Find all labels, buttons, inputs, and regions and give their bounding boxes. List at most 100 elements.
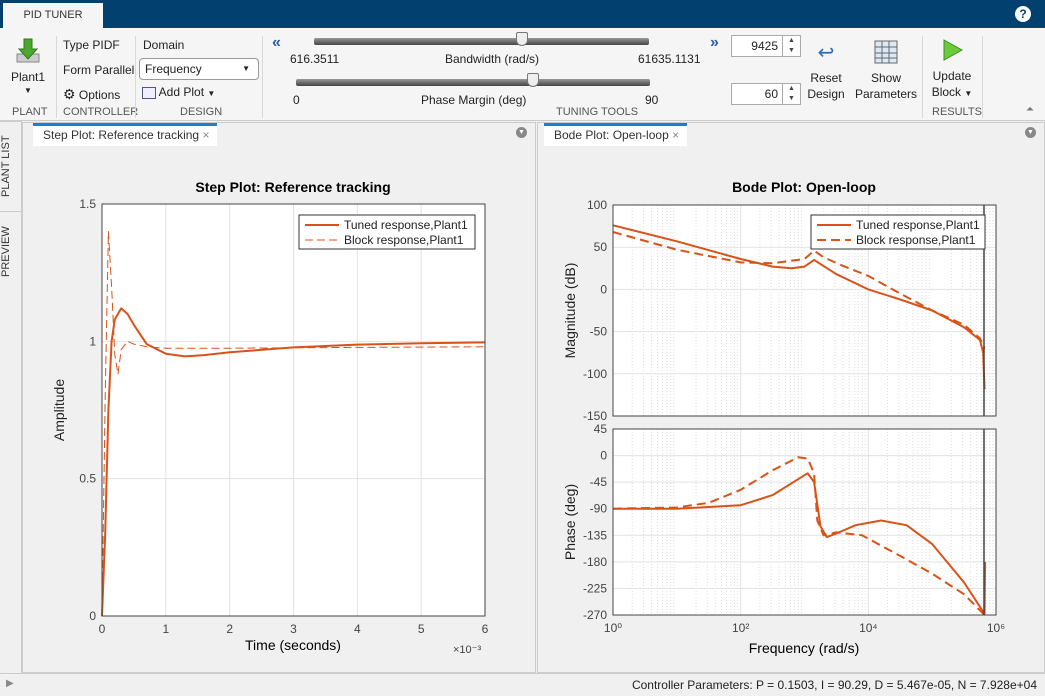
side-tab-bar: PLANT LIST PREVIEW xyxy=(0,121,22,673)
undo-icon: ↩ xyxy=(817,42,835,64)
close-icon[interactable]: × xyxy=(672,128,680,142)
phase-min: 0 xyxy=(293,93,300,107)
legend-entry: Block response,Plant1 xyxy=(344,233,464,247)
domain-value: Frequency xyxy=(145,62,202,76)
spinner-arrows[interactable]: ▲ ▼ xyxy=(782,36,800,56)
group-label-controller: CONTROLLER xyxy=(63,106,139,118)
x-tick-label: 10⁶ xyxy=(987,621,1005,635)
collapse-toolstrip-icon[interactable]: ⏶ xyxy=(1026,104,1034,115)
x-tick-label: 10⁴ xyxy=(859,621,878,635)
toolstrip: Plant1 ▼ PLANT Type PIDF Form Parallel ⚙… xyxy=(0,28,1045,121)
help-icon[interactable]: ? xyxy=(1015,6,1031,22)
x-axis-multiplier: ×10⁻³ xyxy=(453,644,481,656)
bode-plot-chart: Bode Plot: Open-loop -150 -100 -50 0 50 100 Mag… xyxy=(562,179,1005,656)
phase-margin-input[interactable]: 60 ▲ ▼ xyxy=(731,83,801,105)
add-plot-label: Add Plot xyxy=(158,85,205,99)
reset-label-2: Design xyxy=(807,87,845,101)
x-tick-label: 3 xyxy=(290,622,297,636)
faster-button[interactable]: » xyxy=(710,34,719,51)
axes-box xyxy=(612,204,997,417)
phase-margin-slider-thumb[interactable] xyxy=(527,73,539,87)
chevron-down-icon: ▼ xyxy=(24,86,32,95)
x-tick-label: 4 xyxy=(354,622,361,636)
options-button[interactable]: ⚙ Options xyxy=(63,86,120,103)
add-plot-button[interactable]: Add Plot ▼ xyxy=(142,85,215,99)
y-tick-label: 45 xyxy=(594,422,608,436)
step-plot-chart: Step Plot: Reference tracking 0 1 2 3 4 5 6 0 0.5… xyxy=(51,179,489,656)
table-icon xyxy=(874,40,898,64)
y-tick-label: 1.5 xyxy=(79,197,96,211)
bandwidth-input[interactable]: 9425 ▲ ▼ xyxy=(731,35,801,57)
series-line-block xyxy=(612,456,986,616)
x-axis-label: Frequency (rad/s) xyxy=(749,640,859,656)
chart-title: Bode Plot: Open-loop xyxy=(732,179,876,195)
bandwidth-min: 616.3511 xyxy=(290,52,340,66)
gear-icon: ⚙ xyxy=(63,86,76,102)
close-icon[interactable]: × xyxy=(202,128,210,142)
y-axis-label: Amplitude xyxy=(51,379,67,441)
x-tick-label: 10⁰ xyxy=(604,621,622,635)
legend-entry: Tuned response,Plant1 xyxy=(856,218,980,232)
y-tick-label: -270 xyxy=(583,608,607,622)
bandwidth-value: 9425 xyxy=(751,39,778,53)
type-button[interactable]: Type PIDF xyxy=(63,38,120,52)
tab-bode-plot[interactable]: Bode Plot: Open-loop × xyxy=(544,123,688,146)
update-block-button[interactable]: Update Block ▼ xyxy=(928,38,976,99)
x-tick-label: 0 xyxy=(99,622,106,636)
show-parameters-button[interactable]: Show Parameters xyxy=(855,40,917,101)
y-tick-label: -100 xyxy=(583,367,607,381)
y-tick-label: 50 xyxy=(594,240,608,254)
add-plot-icon xyxy=(142,86,156,99)
tab-label: Bode Plot: Open-loop xyxy=(554,128,669,142)
tab-step-plot[interactable]: Step Plot: Reference tracking × xyxy=(33,123,218,146)
x-tick-label: 10² xyxy=(732,621,749,635)
update-label-1: Update xyxy=(932,69,972,83)
legend-entry: Tuned response,Plant1 xyxy=(344,218,468,232)
group-label-plant: PLANT xyxy=(12,106,48,118)
slower-button[interactable]: « xyxy=(272,34,281,51)
axes-box xyxy=(612,428,997,616)
legend-entry: Block response,Plant1 xyxy=(856,233,976,247)
phase-margin-slider[interactable] xyxy=(296,79,650,86)
reset-design-button[interactable]: ↩ Reset Design xyxy=(804,40,848,101)
spinner-arrows[interactable]: ▲ ▼ xyxy=(782,84,800,104)
domain-label: Domain xyxy=(143,38,185,52)
y-tick-label: 100 xyxy=(587,198,607,212)
bandwidth-slider-thumb[interactable] xyxy=(516,32,528,46)
bode-plot-panel: Bode Plot: Open-loop × ▼ Bode Plot: Open… xyxy=(537,122,1045,673)
y-tick-label: -225 xyxy=(583,581,607,595)
series-line-tuned xyxy=(101,307,486,617)
plant-button[interactable]: Plant1 ▼ xyxy=(8,36,48,100)
bandwidth-max: 61635.1131 xyxy=(638,52,701,66)
bandwidth-label: Bandwidth (rad/s) xyxy=(445,52,540,66)
panel-menu-icon[interactable]: ▼ xyxy=(516,127,527,138)
series-line-block xyxy=(101,231,486,617)
import-arrow-icon xyxy=(16,38,40,63)
show-label-2: Parameters xyxy=(855,87,918,101)
y-tick-label: -150 xyxy=(583,409,607,423)
group-label-design: DESIGN xyxy=(180,106,223,118)
x-tick-label: 1 xyxy=(162,622,169,636)
y-tick-label: 0 xyxy=(89,609,96,623)
domain-dropdown[interactable]: Frequency ▼ xyxy=(139,58,259,80)
y-tick-label: 1 xyxy=(89,334,96,348)
x-axis-label: Time (seconds) xyxy=(245,637,341,653)
group-label-tuning: TUNING TOOLS xyxy=(556,106,639,118)
status-bar: ▶ Controller Parameters: P = 0.1503, I =… xyxy=(0,673,1045,696)
y-tick-label: 0.5 xyxy=(79,472,96,486)
options-label: Options xyxy=(78,88,121,102)
chevron-down-icon: ▼ xyxy=(242,64,250,73)
y-tick-label: 0 xyxy=(600,282,607,296)
update-label-2: Block xyxy=(931,85,962,99)
panel-menu-icon[interactable]: ▼ xyxy=(1025,127,1036,138)
chart-title: Step Plot: Reference tracking xyxy=(195,179,390,195)
step-plot-panel: Step Plot: Reference tracking × ▼ Step P… xyxy=(22,122,536,673)
y-axis-label: Magnitude (dB) xyxy=(562,263,578,359)
y-tick-label: 0 xyxy=(600,449,607,463)
tab-pid-tuner[interactable]: PID TUNER xyxy=(3,3,103,28)
form-button[interactable]: Form Parallel xyxy=(63,63,135,77)
status-expand-icon[interactable]: ▶ xyxy=(6,678,14,689)
series-line-tuned xyxy=(613,472,987,615)
x-tick-label: 5 xyxy=(418,622,425,636)
bandwidth-slider[interactable] xyxy=(314,38,649,45)
